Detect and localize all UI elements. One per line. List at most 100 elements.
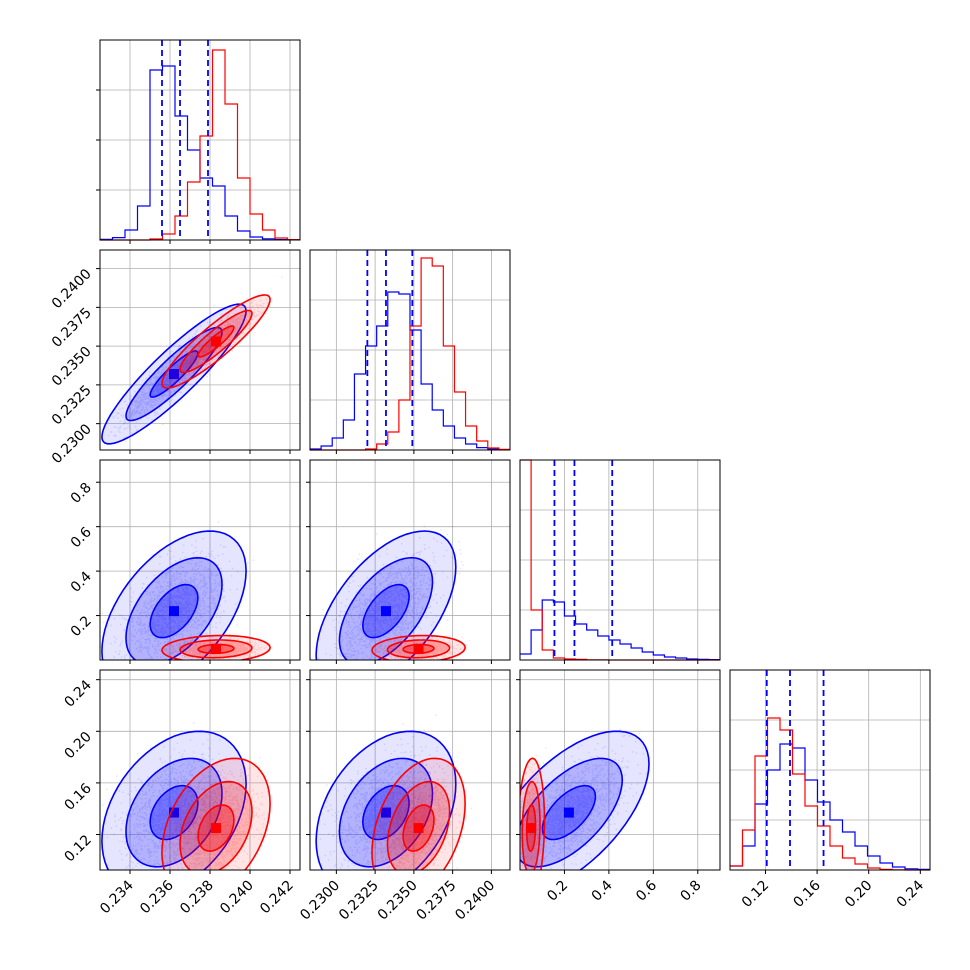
y-tick-label: 0.2375 <box>49 305 95 351</box>
density-peak-series-0 <box>380 807 391 818</box>
panel-frame <box>729 669 931 871</box>
x-tick-label: 0.234 <box>97 877 137 917</box>
density-fill-series-0 <box>101 531 247 660</box>
x-tick-label: 0.2300 <box>297 878 343 924</box>
histogram-series-0 <box>730 743 930 870</box>
histogram-series-0 <box>310 291 510 451</box>
density-peak-series-0 <box>563 807 574 818</box>
density-peak-series-1 <box>526 823 537 834</box>
panel-content <box>315 714 472 870</box>
y-tick-label: 0.2400 <box>49 266 95 312</box>
histogram-series-1 <box>730 717 930 871</box>
contour-series-1 <box>386 780 451 870</box>
contour-series-0 <box>541 784 597 841</box>
x-tick-label: 0.6 <box>633 877 660 904</box>
x-tick-label: 0.20 <box>842 878 875 911</box>
contour-series-1 <box>161 757 271 870</box>
contour-series-0 <box>520 757 624 868</box>
density-peak-series-1 <box>413 823 424 834</box>
density-peak-series-1 <box>211 823 221 834</box>
panel-content <box>100 521 271 660</box>
contour-series-1 <box>371 757 466 870</box>
hist-panel-2 <box>519 459 721 664</box>
x-tick-label: 0.12 <box>739 878 772 911</box>
y-tick-label: 0.24 <box>61 677 94 710</box>
panel-frame <box>309 249 511 451</box>
density-fill-series-0 <box>316 731 456 870</box>
panel-frame <box>519 459 721 661</box>
scatter-panel-3-2: 0.2 0.4 0.6 0.8 <box>516 669 721 905</box>
panel-content <box>520 728 650 870</box>
density-peak-series-0 <box>169 807 179 818</box>
y-tick-label: 0.16 <box>61 780 94 813</box>
hist-panel-3: 0.12 0.16 0.20 0.24 <box>729 669 931 911</box>
histogram-series-1 <box>310 257 510 451</box>
y-tick-label: 0.2350 <box>49 344 95 390</box>
contour-series-1 <box>197 804 235 852</box>
contour-series-0 <box>101 730 247 870</box>
y-tick-label: 0.12 <box>61 832 94 865</box>
scatter-panel-2-0: 0.2 0.4 0.6 0.8 <box>68 459 301 664</box>
contour-series-0 <box>101 303 247 445</box>
contour-series-0 <box>361 583 410 639</box>
contour-series-1 <box>179 639 253 659</box>
contour-series-0 <box>149 784 199 841</box>
x-tick-label: 0.236 <box>137 877 177 917</box>
contour-series-1 <box>386 639 451 659</box>
panel-content <box>310 525 470 660</box>
contour-series-0 <box>361 784 410 841</box>
contour-series-1 <box>402 804 435 852</box>
scatter-points-series-0 <box>310 525 465 660</box>
scatter-points-series-1 <box>158 276 283 397</box>
scatter-panel-3-0: 0.12 0.16 0.20 0.24 0.234 0.236 0.238 0.240 0.24… <box>61 669 301 918</box>
contour-series-0 <box>338 556 434 660</box>
contour-series-1 <box>179 309 253 374</box>
contour-series-0 <box>338 757 434 868</box>
contour-series-1 <box>197 325 235 358</box>
scatter-points-series-0 <box>520 728 647 870</box>
y-tick-label: 0.8 <box>68 480 95 507</box>
x-tick-label: 0.4 <box>589 877 616 904</box>
x-tick-label: 0.8 <box>678 878 705 905</box>
contour-series-1 <box>402 643 435 655</box>
panel-content <box>100 276 283 450</box>
contour-series-0 <box>149 583 199 639</box>
x-tick-label: 0.2400 <box>452 878 498 924</box>
contour-series-0 <box>125 757 223 868</box>
panel-frame <box>99 249 301 451</box>
density-peak-series-1 <box>211 643 221 654</box>
x-tick-label: 0.2325 <box>336 878 382 924</box>
x-tick-label: 0.238 <box>177 878 217 918</box>
density-peak-series-0 <box>169 369 179 380</box>
panel-frame <box>309 669 511 871</box>
y-tick-label: 0.2325 <box>49 382 95 428</box>
histogram-series-1 <box>100 49 300 241</box>
panel-content <box>100 722 272 870</box>
contour-series-1 <box>521 780 541 870</box>
contour-series-1 <box>161 294 271 389</box>
x-tick-label: 0.16 <box>791 877 824 910</box>
y-tick-label: 0.2 <box>68 613 95 640</box>
panel-frame <box>99 459 301 661</box>
panel-frame <box>519 669 721 871</box>
x-tick-label: 0.2350 <box>375 878 421 924</box>
x-tick-label: 0.240 <box>217 878 257 918</box>
contour-series-1 <box>197 643 235 655</box>
x-tick-label: 0.24 <box>894 877 927 910</box>
y-tick-label: 0.20 <box>61 729 94 762</box>
scatter-panel-2-1 <box>306 459 511 664</box>
contour-series-0 <box>520 730 650 870</box>
y-tick-label: 0.4 <box>68 569 95 596</box>
y-tick-label: 0.2300 <box>49 421 95 467</box>
hist-panel-1 <box>309 249 511 454</box>
density-peak-series-1 <box>211 336 221 347</box>
contour-series-1 <box>520 757 546 870</box>
contour-series-0 <box>125 556 223 660</box>
density-peak-series-1 <box>413 643 424 654</box>
hist-panel-0 <box>96 39 301 244</box>
density-peak-series-0 <box>169 606 179 617</box>
contour-series-1 <box>179 780 253 870</box>
x-tick-label: 0.2375 <box>414 878 460 924</box>
